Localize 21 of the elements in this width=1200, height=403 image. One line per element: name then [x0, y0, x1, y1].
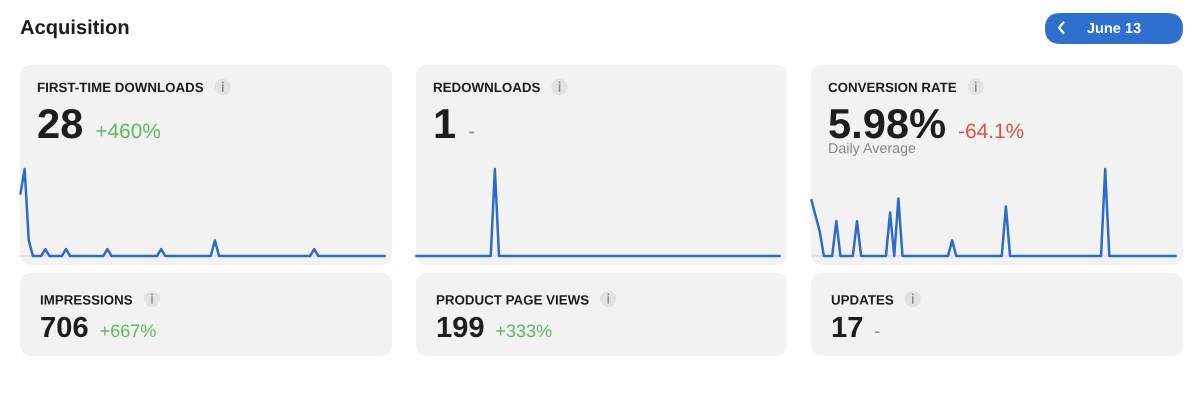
text: +667%	[100, 324, 156, 338]
text: +333%	[496, 324, 552, 338]
text: Daily Average	[829, 142, 916, 156]
text: 5.98%	[829, 108, 946, 139]
text: PRODUCT PAGE VIEWS	[436, 295, 589, 305]
text: -	[469, 131, 475, 134]
text: 706	[41, 316, 88, 338]
text: -64.1%	[959, 123, 1024, 139]
text: +460%	[96, 123, 161, 139]
text: UPDATES	[831, 295, 894, 305]
text: -	[875, 331, 880, 333]
chart-title: REDOWNLOADS	[433, 82, 540, 93]
text: IMPRESSIONS	[40, 295, 133, 305]
chart-title: FIRST-TIME DOWNLOADS	[37, 82, 204, 93]
text: 199	[437, 316, 484, 338]
text: 17	[832, 316, 863, 337]
text: 28	[38, 108, 83, 139]
text: June 13	[1087, 22, 1141, 34]
text: Acquisition	[20, 19, 129, 39]
chart-title: CONVERSION RATE	[828, 82, 957, 93]
text: 1	[435, 109, 456, 138]
